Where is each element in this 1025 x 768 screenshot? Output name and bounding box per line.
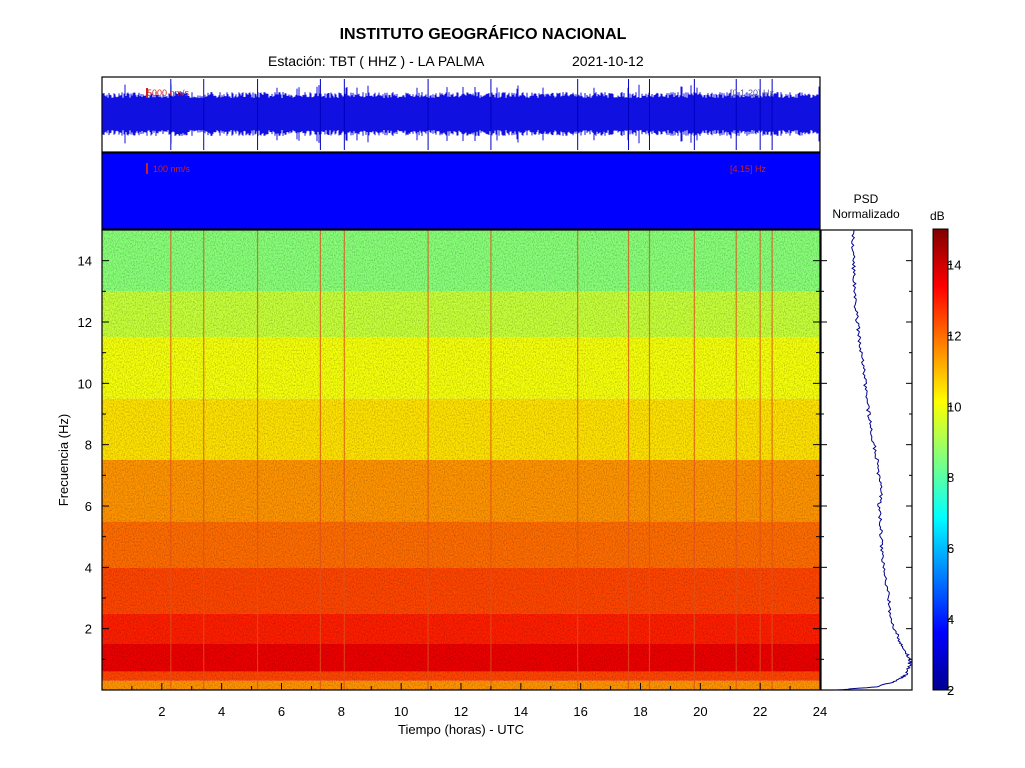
x-tick-label: 8	[338, 704, 345, 719]
colorbar-tick-label: 14	[947, 257, 961, 272]
scale-bar-top	[146, 88, 148, 98]
colorbar: 2 4 6 8 10 12 14	[932, 228, 961, 698]
colorbar-tick-label: 12	[947, 328, 961, 343]
waveform-scale-label-top: 5000 nm/s	[147, 88, 190, 98]
y-axis: 2 4 6 8 10 12 14	[78, 229, 820, 691]
colorbar-tick-label: 10	[947, 399, 961, 414]
station-label: Estación: TBT ( HHZ ) - LA PALMA	[268, 53, 485, 69]
x-tick-label: 16	[573, 704, 587, 719]
psd-ticks	[821, 229, 912, 691]
psd-panel-title: PSD Normalizado	[820, 192, 912, 222]
waveform-path	[102, 84, 820, 144]
psd-title-line1: PSD	[853, 192, 879, 206]
x-tick-label: 20	[693, 704, 707, 719]
y-tick-label: 10	[78, 376, 92, 391]
colorbar-bar	[932, 228, 949, 691]
y-axis-label: Frecuencia (Hz)	[56, 414, 71, 506]
y-tick-label: 4	[85, 560, 92, 575]
x-tick-label: 10	[394, 704, 408, 719]
colorbar-unit-label: dB	[930, 209, 945, 223]
y-tick-label: 14	[78, 254, 92, 269]
waveform-band-label-bottom: [4.15] Hz	[730, 164, 767, 174]
y-tick-label: 6	[85, 499, 92, 514]
x-tick-label: 24	[813, 704, 827, 719]
x-tick-label: 6	[278, 704, 285, 719]
colorbar-tick-label: 8	[947, 470, 954, 485]
x-axis-label: Tiempo (horas) - UTC	[398, 722, 524, 737]
colorbar-ticks: 2 4 6 8 10 12 14	[947, 257, 961, 698]
x-tick-label: 12	[454, 704, 468, 719]
y-tick-label: 12	[78, 315, 92, 330]
colorbar-tick-label: 2	[947, 683, 954, 698]
colorbar-tick-label: 6	[947, 541, 954, 556]
waveform-trace-broadband	[102, 79, 820, 150]
psd-title-line2: Normalizado	[832, 207, 900, 221]
waveform-scale-label-bottom: 100 nm/s	[153, 164, 191, 174]
waveform-panel-broadband: 5000 nm/s [0.1-20] Hz	[101, 76, 821, 153]
y-tick-label: 8	[85, 438, 92, 453]
y-tick-label: 2	[85, 622, 92, 637]
date-label: 2021-10-12	[572, 53, 644, 69]
colorbar-tick-label: 4	[947, 612, 954, 627]
x-tick-label: 22	[753, 704, 767, 719]
psd-panel	[820, 229, 913, 691]
scale-bar-bottom	[146, 163, 148, 174]
waveform-band-label-top: [0.1-20] Hz	[730, 88, 775, 98]
waveform-panel-filtered: 100 nm/s [4.15] Hz	[101, 152, 821, 230]
x-tick-label: 4	[218, 704, 225, 719]
x-axis: 2 4 6 8 10 12 14 16 18 20 22 24	[101, 683, 827, 719]
x-tick-label: 2	[158, 704, 165, 719]
x-tick-label: 18	[633, 704, 647, 719]
psd-curve	[835, 229, 912, 691]
x-tick-label: 14	[514, 704, 528, 719]
chart-title: INSTITUTO GEOGRÁFICO NACIONAL	[339, 26, 627, 43]
spectrogram-noise	[102, 230, 820, 690]
spectrogram-transients	[170, 230, 773, 690]
